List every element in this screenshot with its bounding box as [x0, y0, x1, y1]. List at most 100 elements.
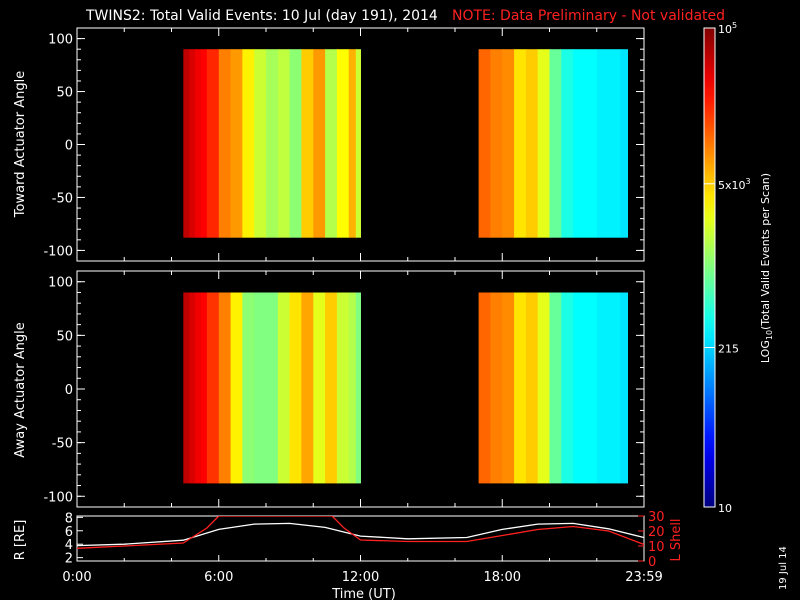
y-tick-label: 50 [56, 86, 73, 101]
heatmap-column [336, 49, 350, 238]
time-tick-label: 12:00 [342, 570, 379, 585]
heatmap-column [289, 292, 302, 484]
r-ylabel-text: R [RE] [13, 520, 28, 561]
ephemeris-frame [76, 515, 645, 562]
heatmap-column [537, 292, 550, 484]
colorbar-tick-label: 10 [718, 502, 732, 515]
heatmap-column [336, 292, 350, 484]
lshell-tick-label: 10 [648, 540, 665, 555]
heatmap-column [490, 292, 503, 484]
r-tick-label: 8 [65, 511, 73, 526]
heatmap-column [206, 49, 220, 238]
heatmap-column [514, 292, 527, 484]
toward-panel: 100 50 0 -50 -100 [43, 27, 645, 262]
heatmap-column [325, 292, 338, 484]
date-stamp: 19 Jul 14 [778, 546, 789, 590]
colorbar: 105 5x103 215 10 [703, 21, 751, 515]
heatmap-column [230, 49, 243, 238]
heatmap-column [189, 49, 196, 238]
y-tick-label: 100 [48, 276, 73, 291]
heatmap-column [201, 49, 208, 238]
heatmap-column [537, 49, 550, 238]
heatmap-column [218, 49, 232, 238]
heatmap-column [502, 292, 515, 484]
heatmap-column [301, 292, 314, 484]
r-tick-label: 4 [65, 538, 73, 553]
lshell-tick-label: 30 [648, 510, 665, 525]
lshell-tick-label: 20 [648, 525, 665, 540]
colorbar-tick-label: 105 [718, 21, 737, 36]
heatmap-column [313, 292, 326, 484]
heatmap-column [218, 292, 232, 484]
lshell-ylabel: L Shell [669, 518, 684, 561]
heatmap-column [502, 49, 515, 238]
heatmap-column [242, 49, 255, 238]
heatmap-column [277, 292, 291, 484]
heatmap-column [195, 49, 202, 238]
heatmap-column [325, 49, 338, 238]
heatmap-column [277, 49, 291, 238]
heatmap-column [348, 292, 357, 484]
heatmap-column [189, 292, 196, 484]
heatmap-column [596, 292, 621, 484]
colorbar-tick-label: 215 [718, 342, 739, 355]
heatmap-column [201, 292, 208, 484]
heatmap-column [525, 49, 539, 238]
heatmap-column [478, 292, 491, 484]
y-tick-label: -50 [52, 437, 73, 452]
heatmap-column [573, 49, 598, 238]
svg-text:R [RE]: R [RE] [13, 520, 28, 561]
heatmap-column [573, 292, 598, 484]
heatmap-column [266, 292, 279, 484]
heatmap-column [514, 49, 527, 238]
y-tick-label: -100 [43, 244, 73, 259]
colorbar-tick-label: 5x103 [718, 177, 751, 192]
heatmap-column [230, 292, 243, 484]
heatmap-column [561, 292, 574, 484]
r-tick-label: 6 [65, 525, 73, 540]
heatmap-column [549, 292, 562, 484]
time-tick-label: 6:00 [204, 570, 233, 585]
r-ylabel: R [RE] [13, 520, 28, 561]
heatmap-column [355, 49, 361, 238]
heatmap-column [301, 49, 314, 238]
heatmap-column [242, 292, 255, 484]
heatmap-column [561, 49, 574, 238]
y-tick-label: 50 [56, 329, 73, 344]
y-tick-label: 0 [65, 383, 73, 398]
away-ylabel: Away Actuator Angle [13, 322, 28, 457]
heatmap-column [195, 292, 202, 484]
heatmap-column [254, 292, 267, 484]
time-tick-label: 23:59 [625, 570, 662, 585]
time-tick-label: 18:00 [484, 570, 521, 585]
heatmap-column [525, 292, 539, 484]
y-tick-label: -50 [52, 191, 73, 206]
r-tick-label: 2 [65, 552, 73, 567]
y-tick-label: -100 [43, 490, 73, 505]
time-tick-label: 0:00 [62, 570, 91, 585]
time-xlabel: Time (UT) [331, 587, 396, 600]
heatmap-column [183, 292, 190, 484]
preliminary-note: NOTE: Data Preliminary - Not validated [452, 8, 725, 24]
toward-ylabel: Toward Actuator Angle [13, 71, 28, 218]
r-series-line [77, 522, 644, 547]
heatmap-column [313, 49, 326, 238]
away-panel: 100 50 0 -50 -100 [43, 270, 645, 508]
y-tick-label: 0 [65, 139, 73, 154]
heatmap-column [620, 292, 628, 484]
heatmap-column [620, 49, 628, 238]
heatmap-column [206, 292, 220, 484]
heatmap-column [348, 49, 357, 238]
heatmap-column [478, 49, 491, 238]
plot-title: TWINS2: Total Valid Events: 10 Jul (day … [85, 8, 438, 24]
heatmap-column [549, 49, 562, 238]
y-tick-label: 100 [48, 33, 73, 48]
heatmap-column [183, 49, 190, 238]
colorbar-label: LOG10(Total Valid Events per Scan) [759, 173, 774, 363]
heatmap-column [254, 49, 267, 238]
heatmap-column [355, 292, 361, 484]
heatmap-column [289, 49, 302, 238]
lshell-tick-label: 0 [648, 555, 656, 570]
